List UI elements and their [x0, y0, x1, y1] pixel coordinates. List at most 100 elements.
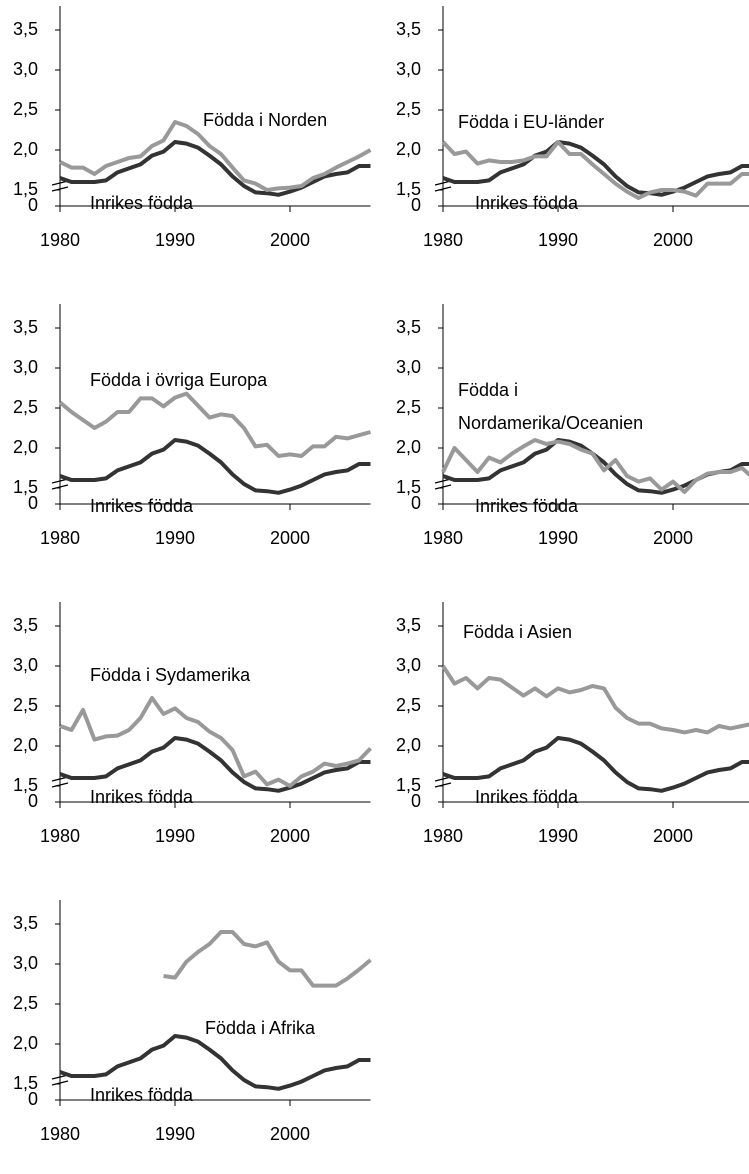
series-line — [59, 140, 371, 197]
x-tick-label: 2000 — [270, 230, 310, 250]
series-line — [441, 438, 749, 494]
y-tick-label: 1,5 — [396, 775, 421, 795]
y-tick-label: 1,5 — [13, 477, 38, 497]
x-tick-label: 1990 — [155, 1124, 195, 1144]
x-tick-label: 1990 — [538, 230, 578, 250]
y-tick-label: 2,0 — [13, 437, 38, 457]
series-line — [163, 930, 372, 988]
y-tick-label: 2,0 — [396, 735, 421, 755]
series-line — [59, 736, 371, 793]
y-tick-label: 0 — [28, 493, 38, 513]
series-line — [441, 664, 749, 735]
y-tick-label: 3,0 — [13, 953, 38, 973]
y-tick-label: 2,0 — [13, 139, 38, 159]
series-line — [442, 140, 749, 197]
y-tick-label: 0 — [28, 1089, 38, 1109]
y-tick-label: 1,5 — [396, 477, 421, 497]
axis-break — [434, 782, 452, 788]
x-tick-label: 1980 — [40, 230, 80, 250]
x-tick-label: 1980 — [423, 826, 463, 846]
y-tick-label: 3,0 — [13, 59, 38, 79]
y-tick-label: 1,5 — [396, 179, 421, 199]
y-tick-label: 2,5 — [13, 397, 38, 417]
y-tick-label: 3,5 — [13, 913, 38, 933]
x-tick-label: 1980 — [40, 826, 80, 846]
x-tick-label: 1990 — [155, 230, 195, 250]
series-label: Inrikes födda — [475, 193, 579, 213]
series-label: Inrikes födda — [475, 496, 579, 516]
axis-break — [434, 484, 452, 490]
axis-break — [51, 782, 69, 788]
series-label: Inrikes födda — [90, 496, 194, 516]
y-tick-label: 3,5 — [396, 615, 421, 635]
y-tick-label: 2,5 — [13, 993, 38, 1013]
series-label: Födda i Asien — [463, 622, 573, 642]
y-tick-label: 1,5 — [13, 179, 38, 199]
x-tick-label: 1990 — [155, 528, 195, 548]
series-line — [59, 696, 372, 788]
series-line — [59, 438, 371, 495]
y-tick-label: 3,0 — [396, 59, 421, 79]
axis-break — [434, 186, 452, 192]
y-tick-label: 3,5 — [13, 317, 38, 337]
axis-break — [51, 186, 69, 192]
y-tick-label: 2,5 — [396, 397, 421, 417]
y-tick-label: 2,0 — [13, 1033, 38, 1053]
x-tick-label: 1980 — [423, 528, 463, 548]
y-tick-label: 2,5 — [13, 695, 38, 715]
y-tick-label: 1,5 — [13, 1073, 38, 1093]
axis-break — [51, 1080, 69, 1086]
series-label: Inrikes födda — [90, 787, 194, 807]
y-tick-label: 3,5 — [396, 19, 421, 39]
x-tick-label: 1990 — [538, 826, 578, 846]
x-tick-label: 1980 — [40, 528, 80, 548]
x-tick-label: 2000 — [653, 826, 693, 846]
y-tick-label: 3,0 — [13, 357, 38, 377]
series-line — [59, 1034, 371, 1091]
series-label: Inrikes födda — [475, 787, 579, 807]
series-label: Födda i övriga Europa — [90, 370, 268, 390]
x-tick-label: 2000 — [270, 826, 310, 846]
series-line — [59, 120, 372, 192]
series-line — [442, 438, 749, 495]
y-tick-label: 0 — [411, 493, 421, 513]
y-tick-label: 3,5 — [13, 615, 38, 635]
y-tick-label: 2,5 — [396, 695, 421, 715]
axis-break — [51, 484, 69, 490]
y-tick-label: 2,5 — [396, 99, 421, 119]
y-tick-label: 3,5 — [13, 19, 38, 39]
y-tick-label: 3,5 — [396, 317, 421, 337]
series-line — [58, 391, 372, 458]
series-label: Födda i Nordamerika/Oceanien — [458, 380, 644, 433]
series-label: Födda i Sydamerika — [90, 665, 251, 685]
series-label: Födda i Norden — [203, 110, 328, 130]
y-tick-label: 1,5 — [13, 775, 38, 795]
series-label: Inrikes födda — [90, 193, 194, 213]
series-line — [441, 140, 749, 200]
x-tick-label: 2000 — [653, 528, 693, 548]
y-tick-label: 0 — [411, 791, 421, 811]
x-tick-label: 1980 — [423, 230, 463, 250]
x-tick-label: 2000 — [270, 528, 310, 548]
y-tick-label: 0 — [28, 195, 38, 215]
y-tick-label: 3,0 — [396, 655, 421, 675]
x-tick-label: 2000 — [653, 230, 693, 250]
x-tick-label: 1980 — [40, 1124, 80, 1144]
x-tick-label: 1990 — [538, 528, 578, 548]
series-label: Inrikes födda — [90, 1085, 194, 1105]
y-tick-label: 2,5 — [13, 99, 38, 119]
y-tick-label: 3,0 — [396, 357, 421, 377]
y-tick-label: 2,0 — [396, 139, 421, 159]
y-tick-label: 2,0 — [396, 437, 421, 457]
x-tick-label: 2000 — [270, 1124, 310, 1144]
x-tick-label: 1990 — [155, 826, 195, 846]
series-label: Födda i Afrika — [205, 1018, 316, 1038]
series-label: Födda i EU-länder — [458, 112, 605, 132]
series-line — [442, 736, 749, 793]
y-tick-label: 0 — [28, 791, 38, 811]
y-tick-label: 2,0 — [13, 735, 38, 755]
y-tick-label: 3,0 — [13, 655, 38, 675]
y-tick-label: 0 — [411, 195, 421, 215]
